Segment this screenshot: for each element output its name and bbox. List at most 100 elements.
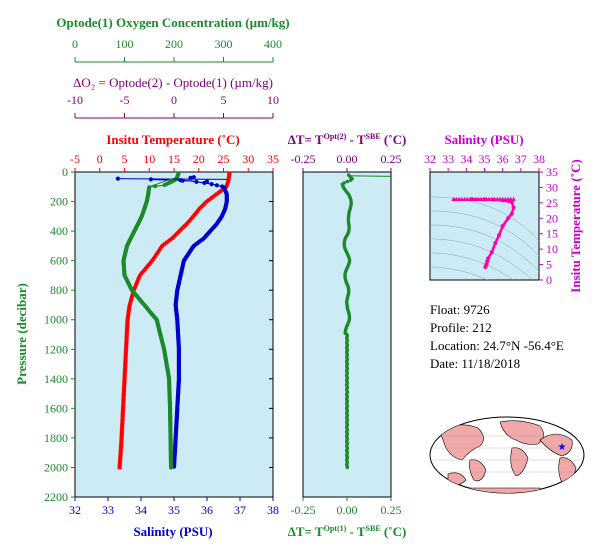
delta-t-label-part: Opt(1) — [324, 524, 347, 533]
delta-t-label-part: ΔT= T — [288, 132, 324, 147]
temperature-tick-label: 10 — [143, 152, 155, 166]
ts-point — [509, 200, 514, 205]
delta-t-label-part: - T — [346, 132, 366, 147]
pressure-ticks: 0 200 400 600 800 1000 1200 1400 1600 1800 2000 220… — [44, 165, 273, 504]
delta-t-point — [345, 179, 349, 184]
ts-x-tick-label: 33 — [442, 152, 454, 166]
salinity-axis-label: Salinity (PSU) — [133, 524, 212, 539]
pressure-axis-label: Pressure (decibar) — [14, 283, 29, 385]
ts-salinity-label: Salinity (PSU) — [444, 132, 523, 147]
ts-x-tick-label: 38 — [533, 152, 545, 166]
delta-t-label-part: SBE — [366, 132, 381, 141]
salinity-point — [194, 179, 199, 184]
oxygen-axis-label: Optode(1) Oxygen Concentration (µm/kg) — [56, 15, 289, 30]
temperature-tick-label: 0 — [97, 152, 103, 166]
salinity-tick-label: 37 — [234, 503, 246, 517]
delta-t-point — [345, 465, 349, 470]
delta-t-label-part: (˚C) — [381, 524, 407, 539]
pressure-tick-label: 1400 — [44, 372, 68, 386]
pressure-tick-label: 2000 — [44, 460, 68, 474]
ts-x-tick-label: 36 — [497, 152, 509, 166]
delta-t-label-part: (˚C) — [381, 132, 407, 147]
ts-y-tick-label: 25 — [546, 196, 558, 210]
delta-t-point — [348, 178, 353, 182]
oxygen-surface-line — [149, 175, 180, 188]
oxygen-tick-label: 200 — [165, 37, 183, 51]
oxygen-axis: Optode(1) Oxygen Concentration (µm/kg) 0… — [56, 15, 290, 63]
salinity-tick-label: 32 — [69, 503, 81, 517]
ts-point — [511, 205, 516, 210]
pressure-tick-label: 1800 — [44, 431, 68, 445]
delta-t-label-part: SBE — [366, 524, 381, 533]
delta-t-bottom-tick-label: -0.25 — [291, 503, 316, 517]
delta-t-label-part: ΔT= T — [288, 524, 324, 539]
delta-o2-tick-label: -10 — [67, 93, 83, 107]
delta-t-top-tick-label: -0.25 — [291, 152, 316, 166]
pressure-tick-label: 200 — [50, 195, 68, 209]
temperature-tick-label: 25 — [218, 152, 230, 166]
map-landmass — [499, 420, 544, 445]
ts-y-tick-label: 30 — [546, 180, 558, 194]
oxygen-ticks: 0 100 200 300 400 — [72, 37, 282, 63]
ts-y-tick-label: 20 — [546, 211, 558, 225]
map-landmass — [439, 424, 484, 461]
delta-o2-tick-label: -5 — [120, 93, 130, 107]
delta-o2-tick-label: 0 — [171, 93, 177, 107]
pressure-tick-label: 800 — [50, 283, 68, 297]
temperature-tick-label: 35 — [267, 152, 279, 166]
oxygen-tick-label: 100 — [116, 37, 134, 51]
delta-o2-tick-label: 10 — [267, 93, 279, 107]
ts-density-contour — [430, 210, 539, 257]
oxygen-tick-label: 300 — [215, 37, 233, 51]
temperature-tick-label: -5 — [70, 152, 80, 166]
info-profile: Profile: 212 — [430, 320, 492, 335]
pressure-tick-label: 0 — [62, 165, 68, 179]
temperature-ticks: -5 0 5 10 15 20 25 30 35 — [70, 152, 279, 172]
oxygen-point — [162, 182, 167, 188]
delta-o2-axis-label: ΔO₂ = Optode(2) - Optode(1) (µm/kg) — [73, 75, 273, 90]
salinity-tick-label: 35 — [168, 503, 180, 517]
main-profile-marks — [115, 172, 232, 470]
ts-y-tick-label: 10 — [546, 242, 558, 256]
temperature-tick-label: 15 — [168, 152, 180, 166]
ts-x-tick-label: 32 — [424, 152, 436, 166]
map-landmass — [469, 487, 541, 493]
ts-point — [506, 216, 511, 221]
ts-y-tick-label: 35 — [546, 165, 558, 179]
delta-o2-ticks: -10 -5 0 5 10 — [67, 93, 279, 119]
ts-x-tick-label: 37 — [515, 152, 527, 166]
salinity-point — [204, 179, 210, 184]
delta-t-label-part: Opt(2) — [324, 132, 347, 141]
ts-y-tick-label: 15 — [546, 227, 558, 241]
delta-t-ticks: -0.25 -0.25 0.00 0.00 0.25 0.25 — [291, 152, 402, 517]
ts-point — [497, 233, 501, 238]
ts-point — [493, 241, 498, 245]
delta-t-top-tick-label: 0.00 — [337, 152, 358, 166]
ts-surface-point — [511, 196, 516, 201]
map-landmass — [510, 447, 529, 477]
salinity-tick-label: 38 — [267, 503, 279, 517]
pressure-tick-label: 1200 — [44, 342, 68, 356]
ts-temperature-label: Insitu Temperature (˚C) — [568, 159, 583, 292]
world-map: ★ — [429, 416, 585, 494]
salinity-point — [214, 183, 219, 188]
info-date: Date: 11/18/2018 — [430, 356, 521, 371]
ts-point — [500, 224, 505, 228]
delta-o2-axis: ΔO₂ = Optode(2) - Optode(1) (µm/kg) -10 -… — [67, 75, 279, 119]
info-float: Float: 9726 — [430, 302, 490, 317]
delta-t-bottom-tick-label: 0.25 — [381, 503, 402, 517]
salinity-point — [115, 176, 120, 181]
map-landmass — [539, 433, 573, 457]
ts-y-tick-label: 0 — [546, 273, 552, 287]
ts-point — [485, 259, 490, 264]
info-location: Location: 24.7°N -56.4°E — [430, 338, 564, 353]
map-landmass — [469, 459, 487, 482]
ts-y-tick-label: 5 — [546, 258, 552, 272]
temperature-axis-label: Insitu Temperature (˚C) — [106, 132, 239, 147]
map-land — [430, 420, 584, 493]
temperature-tick-label: 30 — [242, 152, 254, 166]
salinity-tick-label: 33 — [102, 503, 114, 517]
ts-point — [483, 265, 488, 269]
ts-point — [489, 250, 494, 255]
